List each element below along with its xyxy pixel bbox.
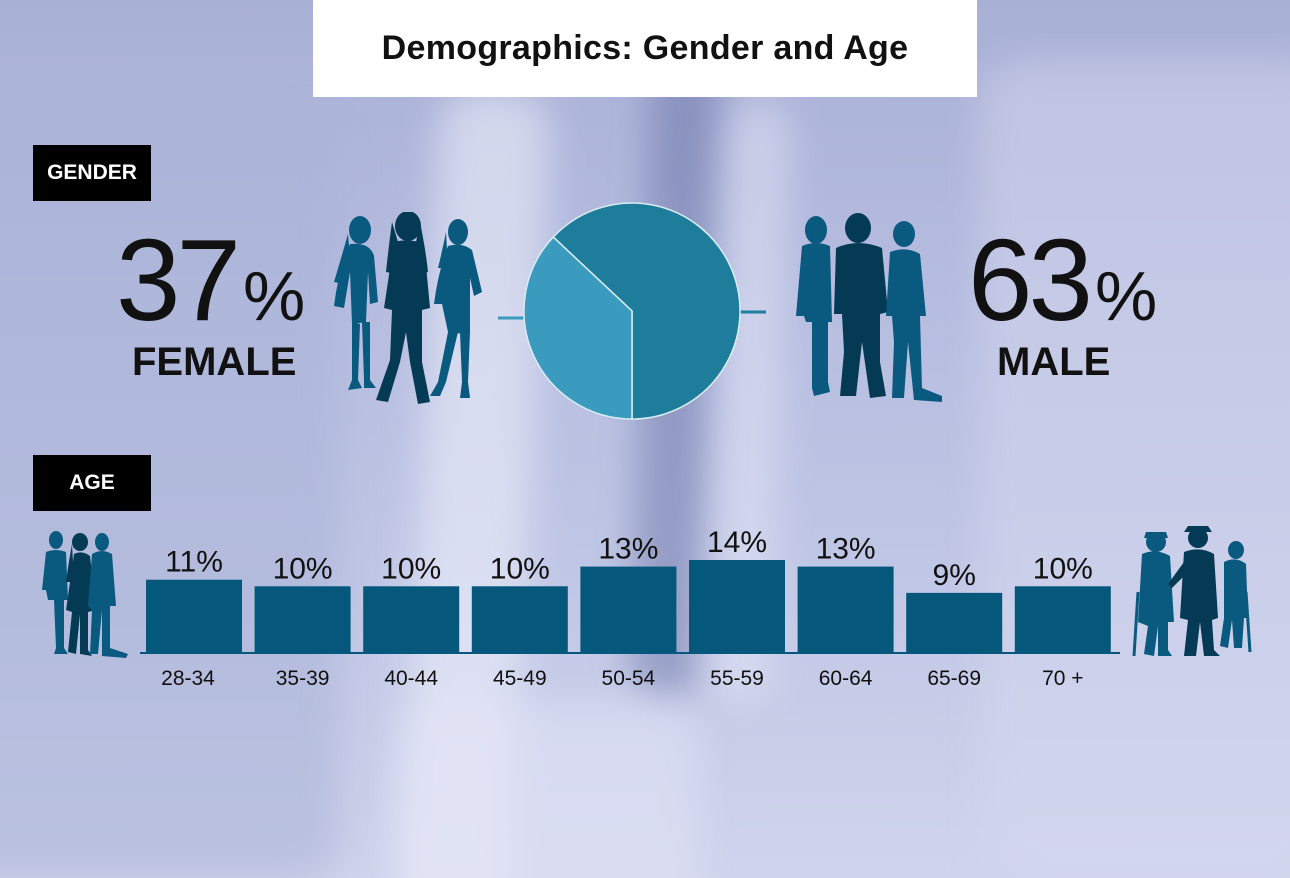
category-tick-label: 45-49 xyxy=(493,667,547,690)
bar-value-label: 10% xyxy=(381,552,441,585)
category-tick-label: 35-39 xyxy=(276,667,330,690)
category-tick-label: 40-44 xyxy=(384,667,438,690)
bar-65-69 xyxy=(906,592,1003,652)
pie-slice-female xyxy=(523,236,633,420)
male-percentage: 63 % xyxy=(968,222,1157,338)
bar-value-label: 13% xyxy=(816,533,876,566)
background-haze xyxy=(400,700,700,878)
bar-60-64 xyxy=(797,566,894,652)
category-tick-label: 70 + xyxy=(1042,667,1083,690)
male-label: MALE xyxy=(997,340,1111,384)
male-value: 63 xyxy=(968,215,1093,345)
bar-55-59 xyxy=(689,560,785,652)
bar-70plus xyxy=(1014,586,1111,652)
age-bar-chart: 11% 28-34 10% 35-39 10% 40-44 10% 45-49 13% 50-54… xyxy=(140,526,1120,690)
elderly-people-icon xyxy=(1132,526,1252,657)
bar-value-label: 11% xyxy=(165,546,223,579)
female-percentage: 37 % xyxy=(116,222,305,338)
category-tick-label: 60-64 xyxy=(819,667,873,690)
young-people-icon xyxy=(42,531,128,658)
title-box: Demographics: Gender and Age xyxy=(313,0,977,97)
bar-value-label: 9% xyxy=(933,559,976,592)
age-section-label: AGE xyxy=(33,455,151,511)
gender-section-label: GENDER xyxy=(33,145,151,201)
bars-group: 11% 28-34 10% 35-39 10% 40-44 10% 45-49 13% 50-54… xyxy=(146,526,1111,690)
bar-35-39 xyxy=(254,586,351,652)
bar-value-label: 10% xyxy=(1033,552,1093,585)
gender-pie-chart xyxy=(498,202,766,420)
bar-value-label: 10% xyxy=(490,552,550,585)
female-percent-sign: % xyxy=(243,257,306,335)
background-haze xyxy=(980,60,1290,878)
category-tick-label: 55-59 xyxy=(710,667,764,690)
pie-slice-male xyxy=(552,202,741,420)
bar-value-label: 13% xyxy=(598,533,658,566)
category-tick-label: 28-34 xyxy=(161,667,215,690)
female-value: 37 xyxy=(116,215,241,345)
bar-28-34 xyxy=(146,579,242,652)
women-group-icon xyxy=(334,212,482,404)
bar-value-label: 14% xyxy=(707,526,767,559)
bar-value-label: 10% xyxy=(273,552,333,585)
bar-50-54 xyxy=(580,566,677,652)
category-tick-label: 65-69 xyxy=(927,667,981,690)
bar-40-44 xyxy=(363,586,460,652)
page-title: Demographics: Gender and Age xyxy=(381,29,909,67)
category-tick-label: 50-54 xyxy=(602,667,656,690)
male-percent-sign: % xyxy=(1095,257,1158,335)
men-group-icon xyxy=(796,213,942,402)
female-label: FEMALE xyxy=(132,340,297,384)
bar-45-49 xyxy=(471,586,568,652)
